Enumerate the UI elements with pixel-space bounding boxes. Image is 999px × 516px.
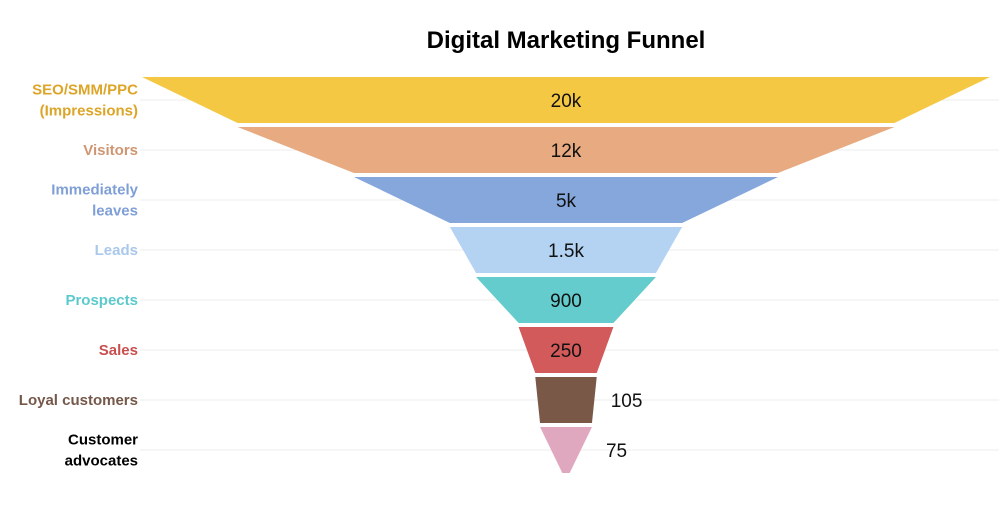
value-labels: 20k 12k 5k 1.5k 900 250 105 75 (548, 91, 642, 462)
funnel-segment (354, 177, 778, 223)
stage-label: Leads (95, 242, 138, 259)
funnel-segment (535, 377, 597, 423)
funnel-segment (540, 427, 592, 473)
stage-label-line: Leads (95, 242, 138, 259)
stage-label-line: (Impressions) (40, 103, 138, 120)
value-label: 1.5k (548, 241, 584, 262)
stage-label-line: Visitors (83, 142, 138, 159)
stage-label: Prospects (65, 292, 138, 309)
value-label: 20k (551, 91, 582, 112)
stage-label-line: Prospects (65, 292, 138, 309)
value-label: 75 (606, 441, 627, 462)
stage-label-line: leaves (92, 203, 138, 220)
chart-title: Digital Marketing Funnel (427, 27, 706, 54)
stage-label-line: Immediately (51, 182, 138, 199)
funnel-segment (449, 227, 683, 273)
funnel-segment (142, 77, 990, 123)
funnel-segments (142, 77, 990, 473)
stage-label-line: Sales (99, 342, 138, 359)
funnel-segment (518, 327, 614, 373)
value-label: 12k (551, 141, 582, 162)
value-label: 250 (550, 341, 582, 362)
stage-label-line: Loyal customers (19, 392, 138, 409)
stage-label: Sales (99, 342, 138, 359)
stage-label-line: SEO/SMM/PPC (32, 82, 138, 99)
value-label: 105 (611, 391, 643, 412)
funnel-segment (476, 277, 656, 323)
stage-label: SEO/SMM/PPC (Impressions) (32, 82, 138, 120)
stage-labels: SEO/SMM/PPC (Impressions) Visitors Immediat… (19, 82, 139, 470)
stage-label-line: Customer (68, 432, 138, 449)
value-label: 5k (556, 191, 577, 212)
value-label: 900 (550, 291, 582, 312)
stage-label-line: advocates (65, 453, 138, 470)
funnel-segment (237, 127, 895, 173)
stage-label: Loyal customers (19, 392, 138, 409)
stage-label: Immediately leaves (51, 182, 138, 220)
stage-label: Customer advocates (65, 432, 139, 470)
stage-label: Visitors (83, 142, 138, 159)
